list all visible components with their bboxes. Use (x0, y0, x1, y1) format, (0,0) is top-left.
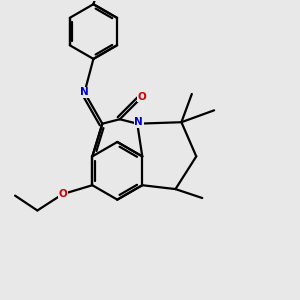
Text: O: O (138, 92, 146, 102)
Text: N: N (134, 117, 143, 127)
Text: N: N (80, 88, 89, 98)
Text: O: O (58, 189, 67, 199)
